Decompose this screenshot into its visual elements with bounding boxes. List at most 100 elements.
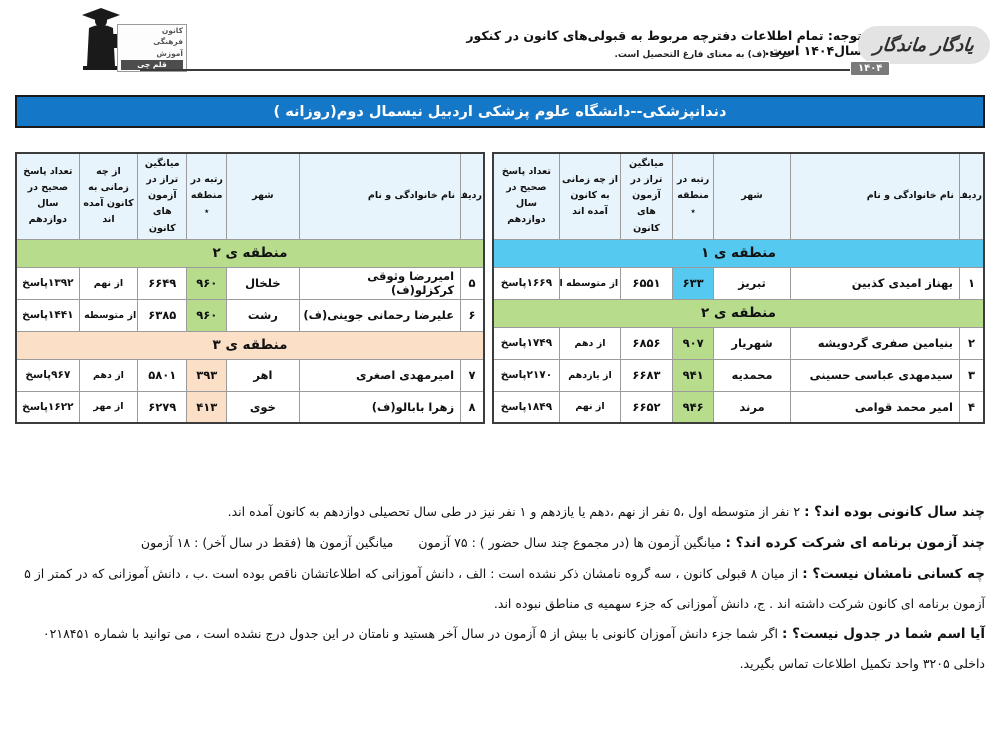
note-exam-count: چند آزمون برنامه ای شرکت کرده اند؟ : میا…	[15, 528, 985, 558]
cell-row-number: ۶	[460, 298, 485, 332]
cell-region-rank: ۴۱۳	[186, 390, 228, 424]
col-header-city: شهر	[226, 152, 300, 240]
cell-avg-score: ۶۶۸۳	[620, 358, 673, 392]
col-header-correct-answers: تعداد پاسخ صحیح در سال دوازدهم	[492, 152, 560, 240]
table-row: ۵ امیررضا وثوقی کرکزلو(ف) خلخال ۹۶۰ ۶۶۴۹…	[15, 266, 485, 300]
cell-city: اهر	[226, 358, 300, 392]
cell-correct-answers: ۱۴۴۱پاسخ	[15, 298, 80, 332]
region-band-2: منطقه ی ۲	[15, 238, 485, 268]
region-band-1: منطقه ی ۱	[492, 238, 985, 268]
region-band-row: منطقه ی ۳	[15, 330, 485, 360]
cell-correct-answers: ۹۶۷پاسخ	[15, 358, 80, 392]
cell-correct-answers: ۱۷۴۹پاسخ	[492, 326, 560, 360]
region-band-row: منطقه ی ۲	[492, 298, 985, 328]
cell-avg-score: ۶۸۵۶	[620, 326, 673, 360]
note-contact: آیا اسم شما در جدول نیست؟ : اگر شما جزء …	[15, 619, 985, 678]
cell-row-number: ۲	[958, 326, 985, 360]
cell-name: امیرمهدی اصغری	[298, 358, 462, 392]
cell-name: علیرضا رحمانی جوینی(ف)	[298, 298, 462, 332]
note-label: آیا اسم شما در جدول نیست؟ :	[781, 626, 985, 642]
cell-row-number: ۱	[958, 266, 985, 300]
results-table-left: ردیف نام خانوادگی و نام شهر رتبه در منطق…	[15, 152, 485, 425]
note-label: چند آزمون برنامه ای شرکت کرده اند؟ :	[725, 535, 985, 551]
header-divider	[140, 69, 868, 71]
col-header-city: شهر	[713, 152, 791, 240]
logo-sign: کانون فرهنگی آموزش قلم چی	[117, 24, 187, 72]
cell-region-rank: ۹۴۶	[671, 390, 715, 424]
footnote-graduate-legend: ٭ حرف (ف) به معنای فارغ التحصیل است.	[614, 50, 800, 60]
cell-name: سیدمهدی عباسی حسینی	[789, 358, 960, 392]
cell-since: از یازدهم	[558, 358, 622, 392]
cell-city: رشت	[226, 298, 300, 332]
cell-region-rank: ۹۴۱	[671, 358, 715, 392]
cell-avg-score: ۵۸۰۱	[137, 358, 188, 392]
year-badge: ۱۴۰۴	[850, 61, 891, 76]
note-text: میانگین آزمون ها (در مجموع چند سال حضور …	[140, 535, 722, 550]
note-kanoon-years: چند سال کانونی بوده اند؟ : ۲ نفر از متوس…	[15, 497, 985, 527]
cell-city: تبریز	[713, 266, 791, 300]
col-header-avg-score: میانگین تراز در آزمون های کانون	[137, 152, 188, 240]
cell-city: خوی	[226, 390, 300, 424]
logo-line-ghalamchi: قلم چی	[121, 59, 183, 70]
cell-avg-score: ۶۶۴۹	[137, 266, 188, 300]
cell-since: از نهم	[78, 266, 139, 300]
cell-name: امیررضا وثوقی کرکزلو(ف)	[298, 266, 462, 300]
cell-name: بنیامین صفری گردویشه	[789, 326, 960, 360]
cell-avg-score: ۶۶۵۲	[620, 390, 673, 424]
kanoon-logo: کانون فرهنگی آموزش قلم چی	[75, 4, 190, 72]
col-header-avg-score: میانگین تراز در آزمون های کانون	[620, 152, 673, 240]
cell-name: امیر محمد قوامی	[789, 390, 960, 424]
region-band-3: منطقه ی ۳	[15, 330, 485, 360]
cell-correct-answers: ۱۶۲۲پاسخ	[15, 390, 80, 424]
note-text: اگر شما جزء دانش آموزان کانونی با بیش از…	[42, 626, 985, 671]
cell-row-number: ۴	[958, 390, 985, 424]
note-label: چند سال کانونی بوده اند؟ :	[804, 504, 985, 520]
table-row: ۲ بنیامین صفری گردویشه شهریار ۹۰۷ ۶۸۵۶ ا…	[492, 326, 985, 360]
cell-since: از نهم	[558, 390, 622, 424]
table-row: ۸ زهرا بابالو(ف) خوی ۴۱۳ ۶۲۷۹ از مهر ۱۶۲…	[15, 390, 485, 424]
cell-row-number: ۵	[460, 266, 485, 300]
cell-correct-answers: ۱۸۴۹پاسخ	[492, 390, 560, 424]
cell-since: از دهم	[558, 326, 622, 360]
cell-since: از متوسطه اول	[558, 266, 622, 300]
yadegar-mandegar-logo: یادگار ماندگار	[858, 26, 990, 64]
brand-title: یادگار ماندگار	[872, 34, 976, 56]
note-text: ۲ نفر از متوسطه اول ،۵ نفر از نهم ،دهم ی…	[227, 504, 801, 519]
notice-text: توجه: تمام اطلاعات دفترچه مربوط به قبولی…	[466, 28, 862, 58]
cell-city: شهریار	[713, 326, 791, 360]
cell-region-rank: ۹۰۷	[671, 326, 715, 360]
region-band-2: منطقه ی ۲	[492, 298, 985, 328]
col-header-name: نام خانوادگی و نام	[298, 152, 462, 240]
cell-row-number: ۸	[460, 390, 485, 424]
page-title-bar: دندانپزشکی--دانشگاه علوم پزشکی اردبیل نی…	[15, 95, 985, 128]
logo-line: کانون	[161, 26, 183, 35]
table-header-row: ردیف نام خانوادگی و نام شهر رتبه در منطق…	[15, 152, 485, 240]
note-label: چه کسانی نامشان نیست؟ :	[802, 566, 985, 582]
cell-correct-answers: ۱۳۹۲پاسخ	[15, 266, 80, 300]
cell-region-rank: ۹۶۰	[186, 266, 228, 300]
region-band-row: منطقه ی ۲	[15, 238, 485, 268]
footnotes: چند سال کانونی بوده اند؟ : ۲ نفر از متوس…	[15, 497, 985, 679]
cell-city: محمدیه	[713, 358, 791, 392]
col-header-since: از چه زمانی به کانون آمده اند	[558, 152, 622, 240]
cell-correct-answers: ۱۶۶۹پاسخ	[492, 266, 560, 300]
col-header-name: نام خانوادگی و نام	[789, 152, 960, 240]
cell-row-number: ۷	[460, 358, 485, 392]
cell-avg-score: ۶۳۸۵	[137, 298, 188, 332]
cell-since: از مهر	[78, 390, 139, 424]
cell-name: بهناز امیدی کذبین	[789, 266, 960, 300]
table-row: ۷ امیرمهدی اصغری اهر ۳۹۳ ۵۸۰۱ از دهم ۹۶۷…	[15, 358, 485, 392]
cell-city: خلخال	[226, 266, 300, 300]
table-row: ۳ سیدمهدی عباسی حسینی محمدیه ۹۴۱ ۶۶۸۳ از…	[492, 358, 985, 392]
cell-region-rank: ۹۶۰	[186, 298, 228, 332]
cell-region-rank: ۶۳۳	[671, 266, 715, 300]
cell-since: از متوسطه اول	[78, 298, 139, 332]
col-header-region-rank: رتبه در منطقه ٭	[671, 152, 715, 240]
table-header-row: ردیف نام خانوادگی و نام شهر رتبه در منطق…	[492, 152, 985, 240]
cell-name: زهرا بابالو(ف)	[298, 390, 462, 424]
cell-since: از دهم	[78, 358, 139, 392]
col-header-row-number: ردیف	[958, 152, 985, 240]
logo-line: آموزش	[156, 48, 183, 58]
cell-row-number: ۳	[958, 358, 985, 392]
logo-line: فرهنگی	[153, 37, 183, 47]
